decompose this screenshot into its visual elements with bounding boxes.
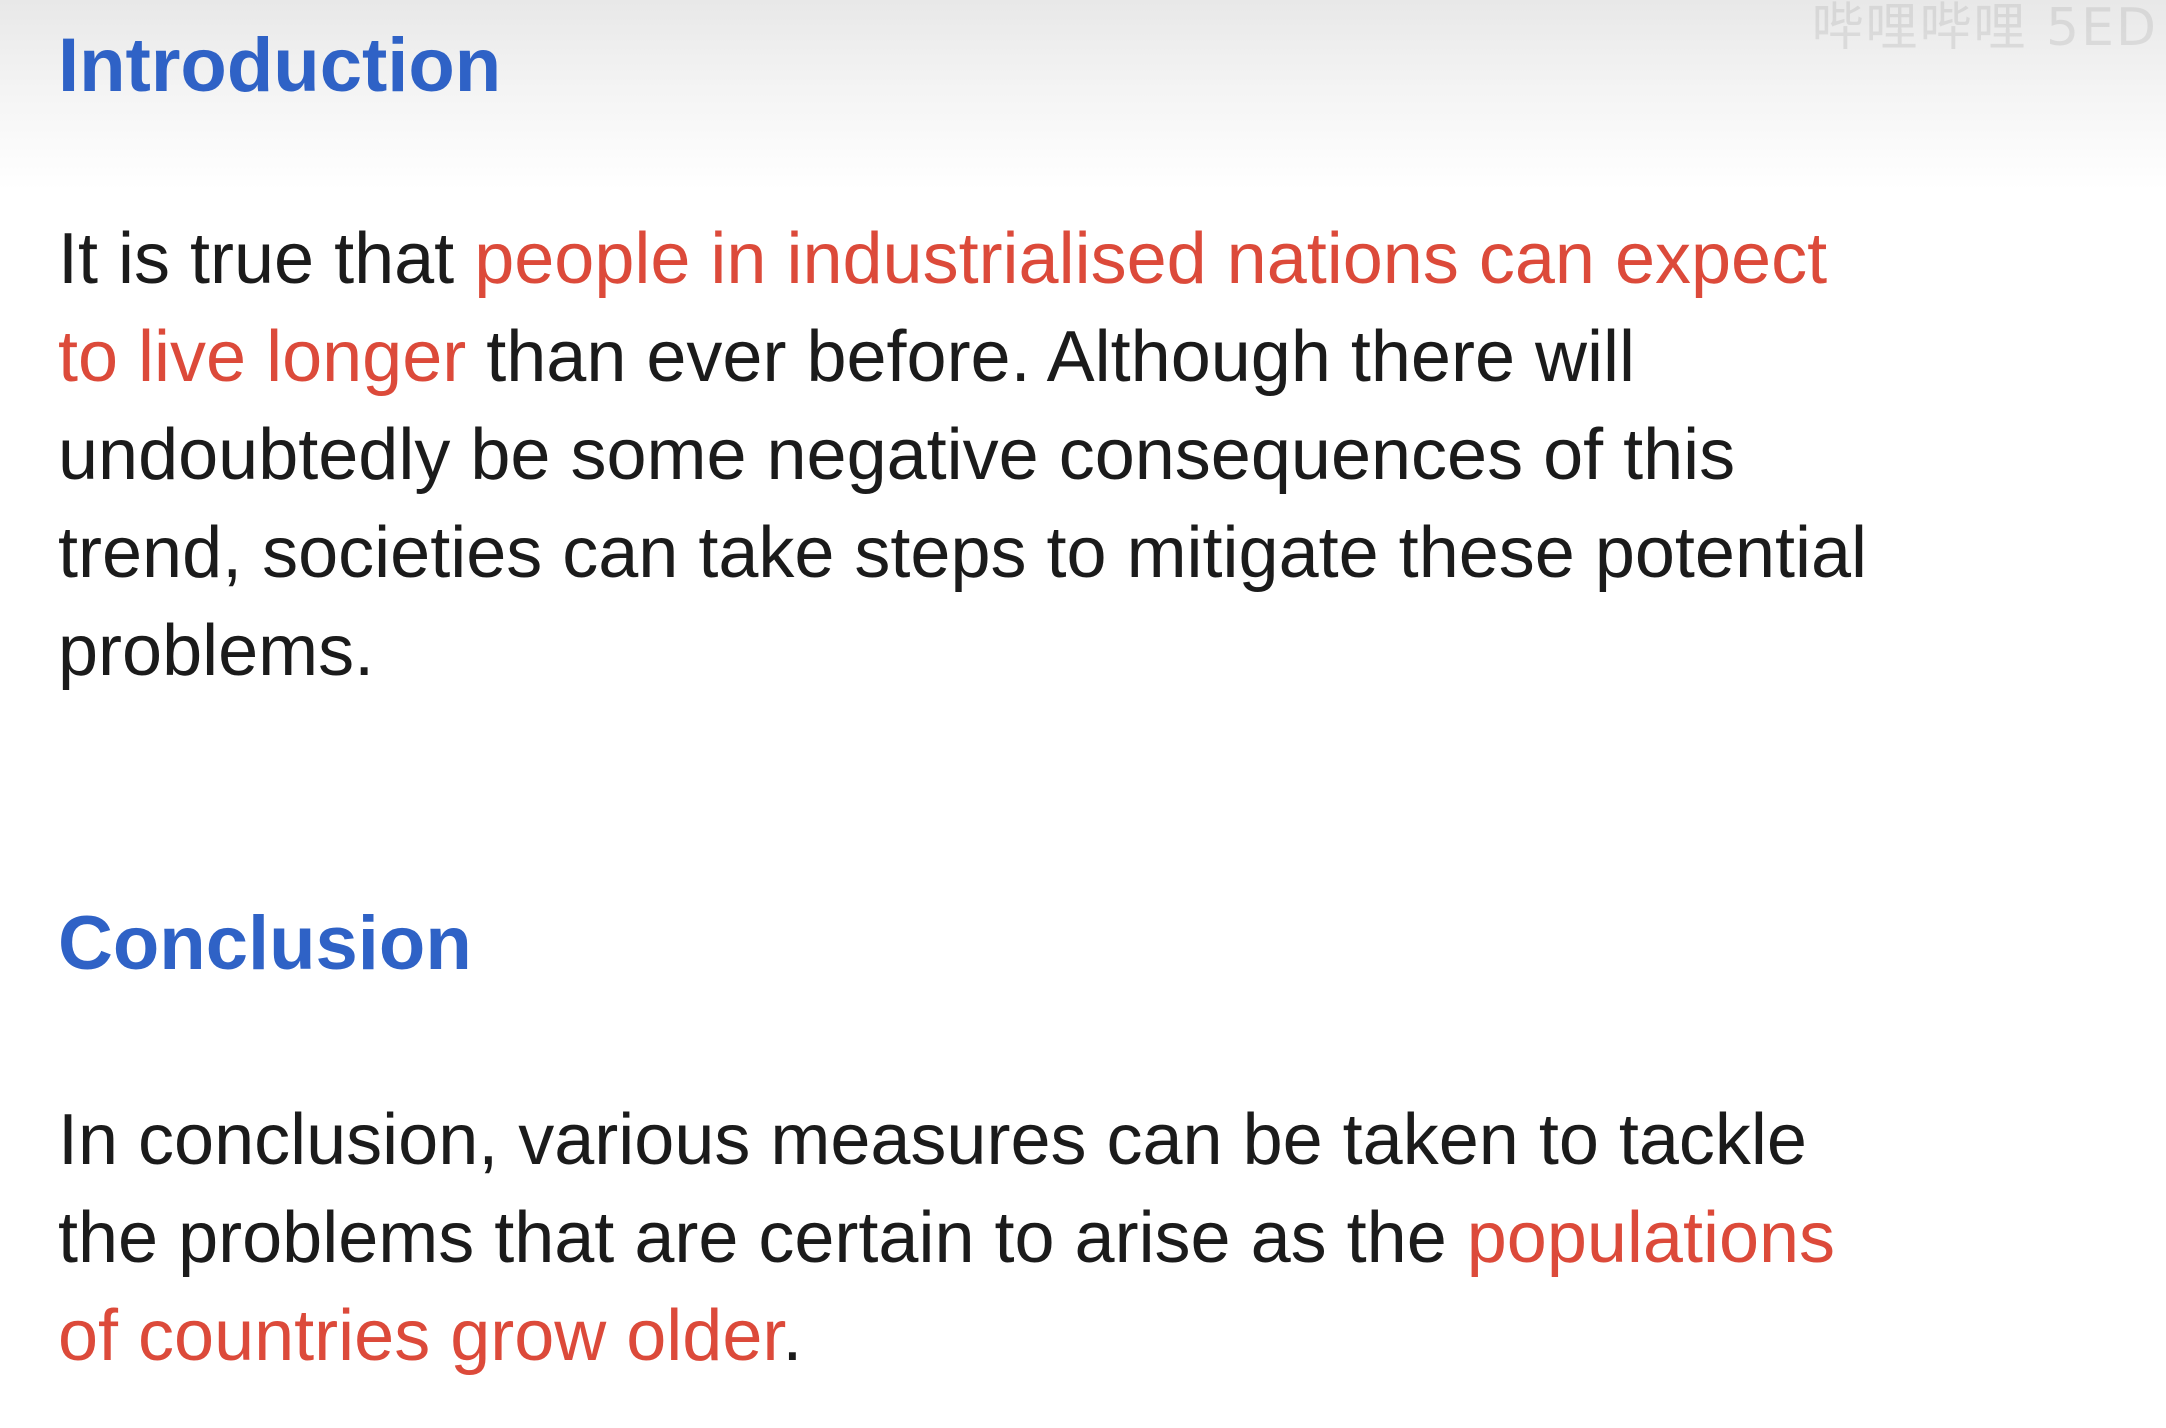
introduction-heading: Introduction bbox=[58, 23, 502, 108]
intro-line-1-text: It is true that bbox=[58, 219, 475, 299]
watermark-logo: 哔哩哔哩 5ED bbox=[1811, 0, 2158, 58]
concl-line-2: the problems that are certain to arise a… bbox=[58, 1189, 2148, 1287]
intro-line-2: to live longer than ever before. Althoug… bbox=[58, 308, 2148, 406]
intro-highlight-2: to live longer bbox=[58, 317, 467, 397]
intro-line-3: undoubtedly be some negative consequence… bbox=[58, 415, 1736, 495]
concl-highlight-2: of countries grow older bbox=[58, 1296, 783, 1376]
intro-line-4: trend, societies can take steps to mitig… bbox=[58, 513, 1868, 593]
intro-line-5: problems. bbox=[58, 611, 375, 691]
introduction-paragraph: It is true that people in industrialised… bbox=[58, 210, 2148, 700]
concl-line-3-end: . bbox=[782, 1296, 803, 1376]
intro-highlight-1: people in industrialised nations can exp… bbox=[474, 219, 1828, 299]
conclusion-paragraph: In conclusion, various measures can be t… bbox=[58, 1091, 2148, 1385]
concl-line-1: In conclusion, various measures can be t… bbox=[58, 1100, 1807, 1180]
concl-line-3: of countries grow older. bbox=[58, 1287, 2148, 1385]
intro-line-2-text: than ever before. Although there will bbox=[466, 317, 1635, 397]
concl-highlight-1: populations bbox=[1466, 1198, 1836, 1278]
concl-line-2-text: the problems that are certain to arise a… bbox=[58, 1198, 1467, 1278]
conclusion-heading: Conclusion bbox=[58, 901, 472, 986]
intro-line-1: It is true that people in industrialised… bbox=[58, 210, 2148, 308]
